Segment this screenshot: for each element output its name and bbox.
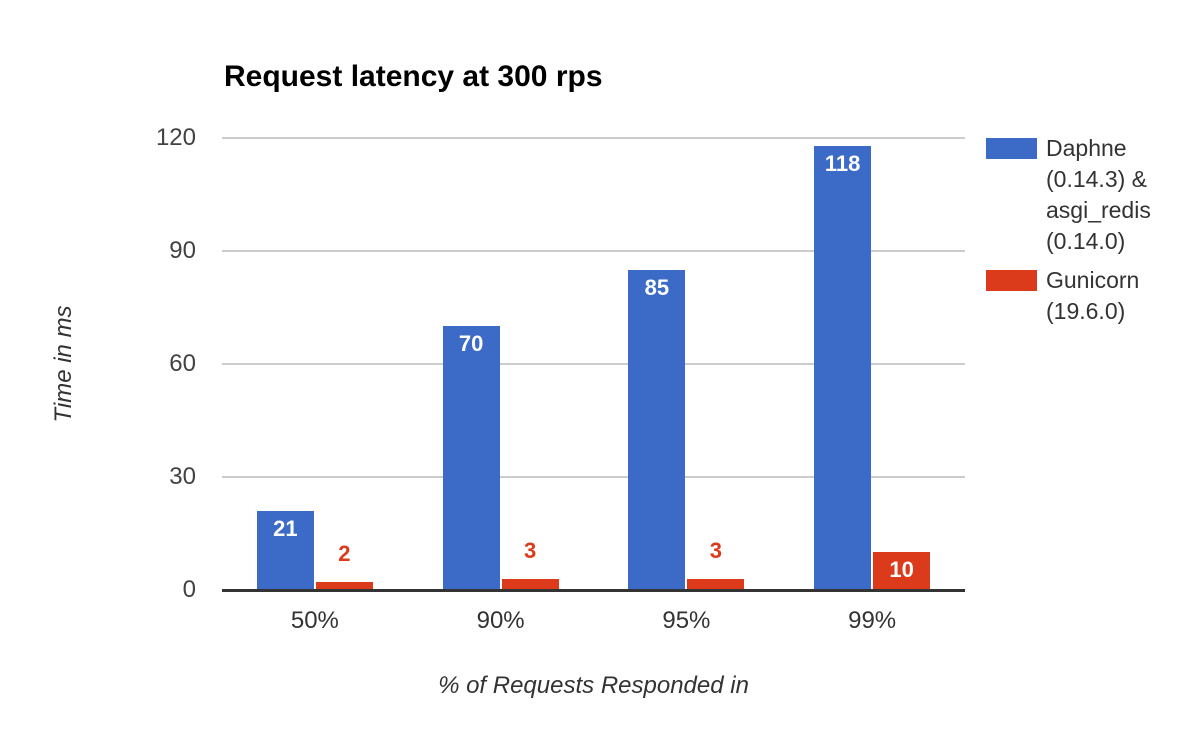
y-tick-label-120: 120: [155, 124, 196, 151]
y-tick-label-90: 90: [169, 237, 196, 264]
bar-series1-95%: [687, 578, 745, 590]
x-axis-title: % of Requests Responded in: [438, 672, 749, 699]
bar-value-label-series0-90%: 70: [458, 331, 484, 357]
y-tick-label-30: 30: [169, 463, 196, 490]
bar-series1-50%: [315, 582, 373, 590]
legend-label-series1: Gunicorn (19.6.0): [1046, 267, 1140, 324]
bar-value-label-series0-95%: 85: [644, 274, 670, 300]
bar-series1-90%: [501, 578, 559, 590]
legend-item-series0: Daphne (0.14.3) & asgi_redis (0.14.0): [986, 133, 1186, 257]
gridline-120: [222, 137, 965, 139]
x-tick-label-95%: 95%: [662, 607, 711, 634]
chart-title: Request latency at 300 rps: [224, 60, 603, 93]
gridline-90: [222, 250, 965, 252]
bar-series0-90%: [442, 326, 500, 590]
y-tick-label-0: 0: [182, 576, 196, 603]
legend-item-series1: Gunicorn (19.6.0): [986, 265, 1186, 327]
x-tick-label-90%: 90%: [476, 607, 525, 634]
bar-series0-95%: [628, 269, 686, 590]
bar-series0-99%: [814, 145, 872, 590]
y-axis-title: Time in ms: [50, 305, 77, 423]
legend-swatch-series0: [986, 138, 1037, 159]
bar-value-label-series0-99%: 118: [824, 150, 861, 176]
x-axis-line: [222, 588, 965, 592]
bar-value-label-series1-99%: 10: [889, 557, 914, 583]
bar-series1-99%: [873, 552, 931, 590]
x-tick-label-99%: 99%: [848, 607, 897, 634]
plot-area: 21 2 70 3 85 3 118 10: [222, 137, 965, 592]
bar-value-label-series1-50%: 2: [338, 541, 351, 567]
bar-value-label-series0-50%: 21: [273, 515, 298, 541]
gridline-30: [222, 476, 965, 478]
legend-label-series0: Daphne (0.14.3) & asgi_redis (0.14.0): [1046, 135, 1151, 254]
bar-value-label-series1-95%: 3: [709, 537, 722, 563]
gridline-60: [222, 363, 965, 365]
bar-series0-50%: [256, 510, 314, 590]
bar-value-label-series1-90%: 3: [524, 537, 537, 563]
legend: Daphne (0.14.3) & asgi_redis (0.14.0) Gun…: [986, 133, 1186, 327]
y-tick-label-60: 60: [169, 350, 196, 377]
legend-swatch-series1: [986, 270, 1037, 291]
x-tick-label-50%: 50%: [290, 607, 339, 634]
